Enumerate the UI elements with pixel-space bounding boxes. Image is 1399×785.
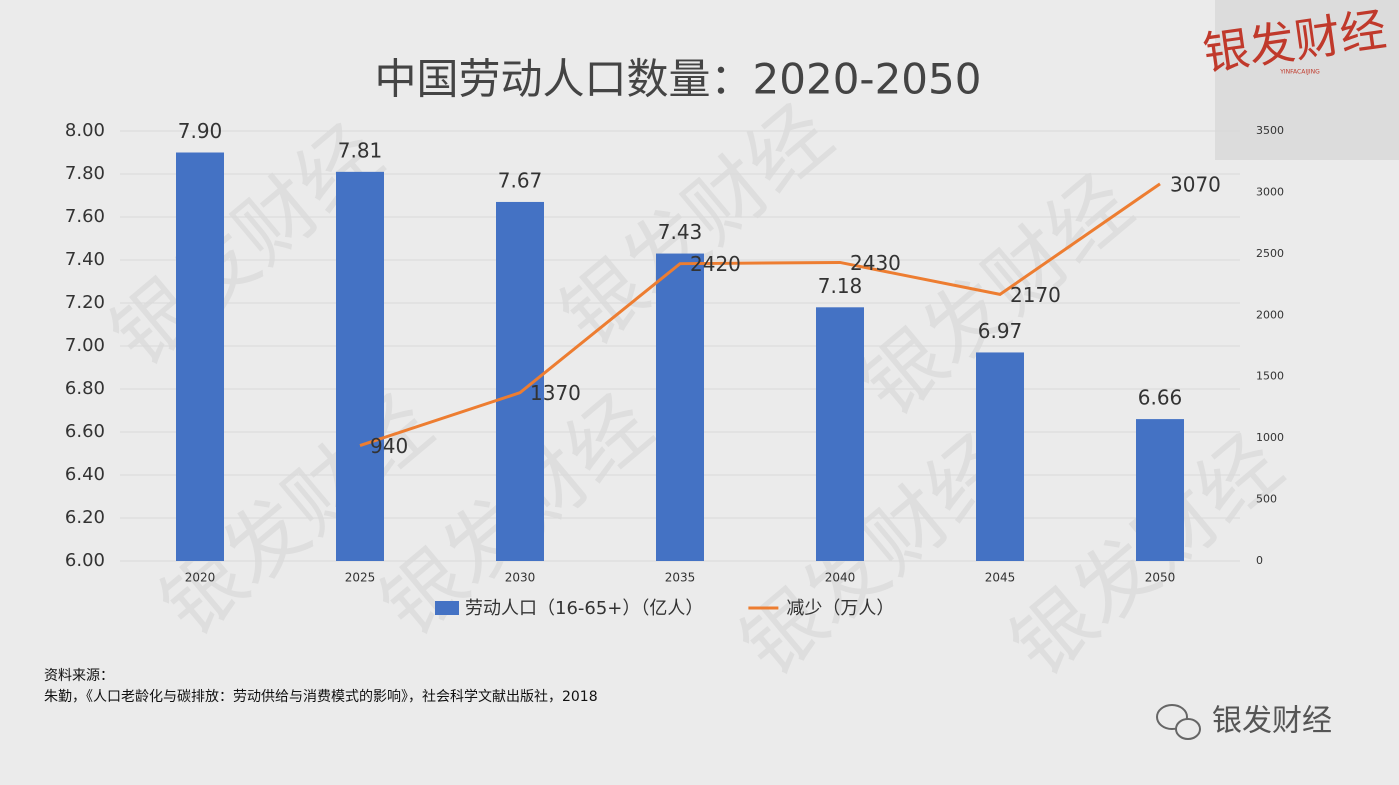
y2-tick-label: 0	[1256, 554, 1263, 567]
source-heading: 资料来源：	[44, 668, 114, 684]
bar-value-label: 7.67	[498, 168, 543, 192]
y-tick-label: 7.00	[65, 335, 105, 356]
y2-tick-label: 1000	[1256, 431, 1284, 444]
y2-tick-label: 2500	[1256, 247, 1284, 260]
wechat-icon	[1156, 704, 1188, 730]
y2-tick-label: 500	[1256, 493, 1277, 506]
y-tick-label: 7.60	[65, 206, 105, 227]
bar-value-label: 7.81	[338, 138, 383, 162]
y2-tick-label: 2000	[1256, 308, 1284, 321]
bar	[1136, 419, 1184, 561]
line-value-label: 1370	[530, 381, 581, 405]
logo-box	[1215, 0, 1399, 160]
line-value-label: 2420	[690, 252, 741, 276]
chart-title: 中国劳动人口数量：2020-2050	[375, 55, 982, 104]
y-tick-label: 6.80	[65, 378, 105, 399]
x-tick-label: 2030	[505, 571, 536, 585]
logo-latin: YINFACAIJING	[1279, 69, 1320, 76]
bar-value-label: 6.66	[1138, 386, 1183, 410]
y-tick-label: 8.00	[65, 120, 105, 141]
line-value-label: 2430	[850, 251, 901, 275]
bar-value-label: 7.43	[658, 220, 703, 244]
line-value-label: 3070	[1170, 172, 1221, 196]
bar	[176, 152, 224, 561]
y-tick-label: 6.60	[65, 421, 105, 442]
bar	[976, 352, 1024, 561]
line-value-label: 2170	[1010, 283, 1061, 307]
y2-tick-label: 1500	[1256, 370, 1284, 383]
y-tick-label: 6.20	[65, 507, 105, 528]
bar	[656, 253, 704, 562]
bar-value-label: 7.18	[818, 274, 863, 298]
y-tick-label: 7.40	[65, 249, 105, 270]
bar	[336, 171, 384, 561]
bar-value-label: 6.97	[978, 319, 1023, 343]
footer-brand-text: 银发财经	[1212, 704, 1332, 739]
wechat-icon	[1175, 718, 1201, 740]
y-tick-label: 7.20	[65, 292, 105, 313]
y-tick-label: 6.00	[65, 550, 105, 571]
source-text: 朱勤，《人口老龄化与碳排放：劳动供给与消费模式的影响》，社会科学文献出版社，20…	[44, 689, 598, 705]
x-tick-label: 2025	[345, 571, 376, 585]
line	[359, 182, 1161, 447]
x-tick-label: 2035	[665, 571, 696, 585]
y-tick-label: 7.80	[65, 163, 105, 184]
legend-label: 劳动人口（16-65+）（亿人）	[465, 598, 703, 619]
bar-value-label: 7.90	[178, 119, 223, 143]
legend-label: 减少（万人）	[786, 598, 894, 619]
y-tick-label: 6.40	[65, 464, 105, 485]
legend-swatch	[435, 601, 459, 615]
x-tick-label: 2020	[185, 571, 216, 585]
footer-brand: 银发财经	[1156, 704, 1332, 740]
line-value-label: 940	[370, 434, 408, 458]
bar	[816, 307, 864, 561]
x-tick-label: 2045	[985, 571, 1016, 585]
y2-tick-label: 3000	[1256, 185, 1284, 198]
y2-tick-label: 3500	[1256, 124, 1284, 137]
x-tick-label: 2050	[1145, 571, 1176, 585]
x-tick-label: 2040	[825, 571, 856, 585]
